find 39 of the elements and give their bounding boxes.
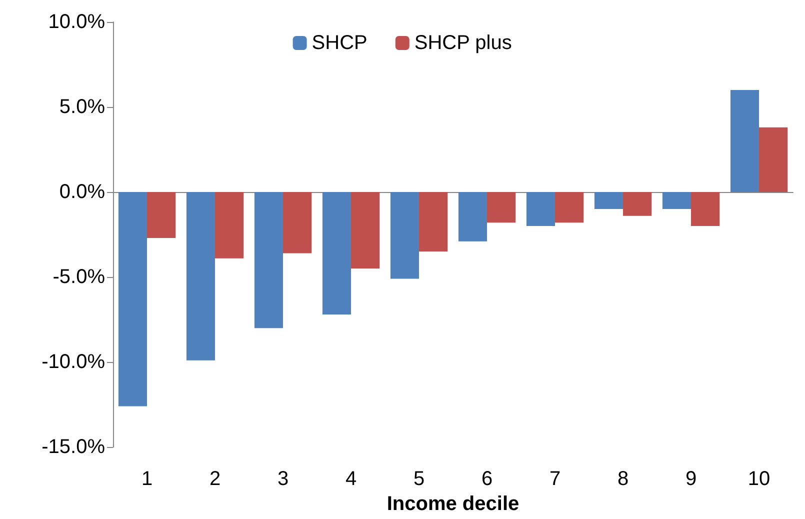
y-tick-label: 0.0% [59,181,106,204]
bar [254,192,283,328]
bar [351,192,380,269]
legend-label: SHCP [312,32,368,54]
bar [623,192,652,216]
x-tick-label: 5 [413,468,425,490]
bar [759,127,788,192]
x-tick-label: 9 [685,468,697,490]
x-tick-label: 8 [617,468,629,490]
x-tick-label: 4 [345,468,357,490]
bar [730,90,759,192]
x-tick-label: 1 [141,468,153,490]
y-tick-label: 5.0% [59,96,106,118]
bar [215,192,244,258]
x-tick-label: 7 [549,468,561,490]
legend-label: SHCP plus [414,32,512,54]
bar [594,192,623,210]
bar [322,192,351,314]
bar [662,192,691,210]
y-tick-label: -5.0% [52,266,106,288]
bar [691,192,720,226]
bar [487,192,516,223]
x-tick-label: 2 [209,468,221,490]
bar [118,192,147,406]
x-tick-label: 6 [481,468,493,490]
bar [555,192,584,223]
y-tick-label: -10.0% [42,351,106,374]
bar [186,192,215,360]
x-tick-label: 3 [277,468,289,490]
bar [283,192,312,254]
bar [526,192,555,226]
y-tick-label: 10.0% [48,11,106,33]
x-tick-label: 10 [748,468,770,490]
y-tick-label: -15.0% [42,436,106,458]
bar [458,192,487,242]
bar [390,192,419,279]
bar [147,192,176,238]
x-axis-title: Income decile [386,493,520,515]
bar [419,192,448,252]
